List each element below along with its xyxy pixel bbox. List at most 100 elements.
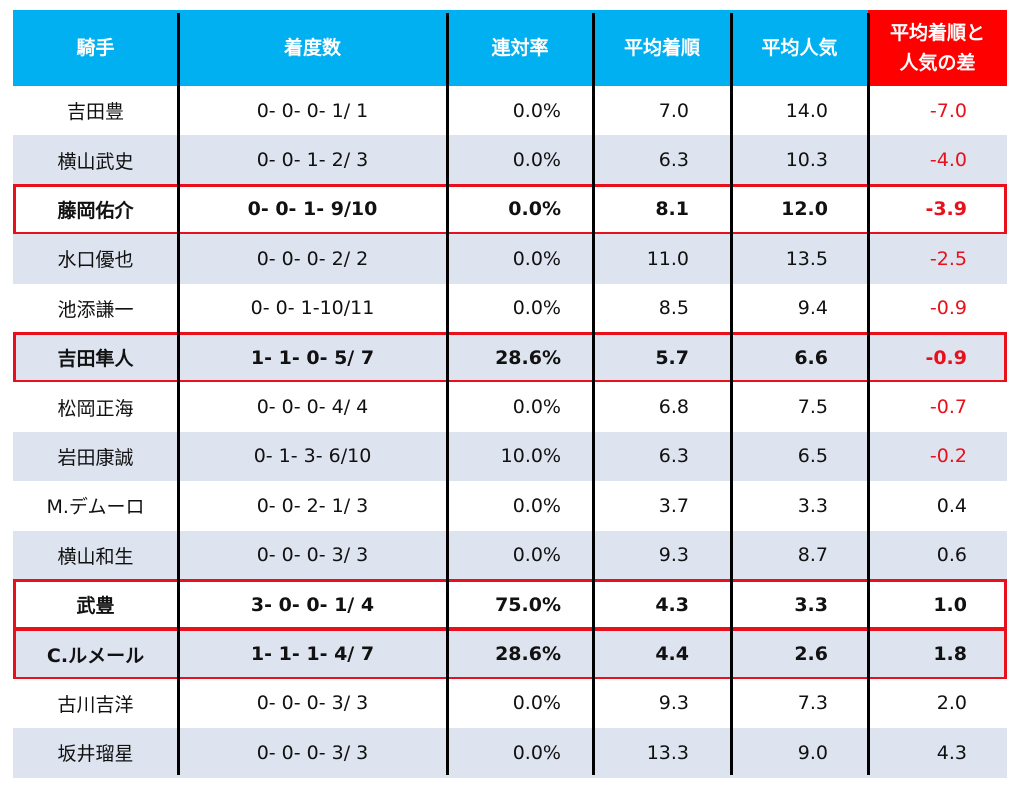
table-cell: 3- 0- 0- 1/ 4	[250, 593, 375, 616]
table-cell: 9.0	[797, 741, 828, 764]
table-cell: 0.4	[936, 494, 967, 517]
table-cell: 4.4	[655, 643, 689, 666]
table-cell: 0.0%	[512, 396, 561, 419]
table-cell: M.デムーロ	[46, 496, 145, 519]
table-cell: 10.3	[785, 149, 828, 172]
table-cell: 吉田隼人	[57, 348, 134, 371]
table-cell: 0- 0- 2- 1/ 3	[256, 494, 369, 517]
table-cell: 2.0	[936, 692, 967, 715]
column-divider	[730, 13, 733, 775]
header-text: 平均着順	[623, 37, 700, 59]
header-cell: 連対率	[447, 10, 593, 86]
header-cell: 平均人気	[731, 10, 868, 86]
table-cell: -7.0	[929, 99, 967, 122]
table-cell: 0- 0- 0- 1/ 1	[256, 99, 369, 122]
header-text: 平均着順と人気の差	[889, 22, 985, 74]
table-cell: 0.0%	[512, 494, 561, 517]
table-cell: 2.6	[794, 643, 828, 666]
table-cell: -2.5	[929, 247, 967, 270]
header-cell: 平均着順と人気の差	[868, 10, 1007, 86]
header-cell: 平均着順	[593, 10, 731, 86]
table-cell: 0.0%	[512, 692, 561, 715]
table-cell: 10.0%	[500, 445, 561, 468]
table-cell: 3.7	[658, 494, 689, 517]
table-cell: 0- 0- 1-10/11	[250, 297, 375, 320]
table-cell: -0.2	[929, 445, 967, 468]
table-cell: 池添謙一	[57, 298, 134, 321]
table-cell: 14.0	[785, 99, 828, 122]
table-cell: 6.3	[658, 149, 689, 172]
header-text: 平均人気	[761, 37, 838, 59]
table-cell: 古川吉洋	[57, 693, 134, 716]
header-text: 着度数	[283, 37, 341, 59]
table-cell: 0- 0- 0- 4/ 4	[256, 396, 369, 419]
table-cell: 8.1	[655, 198, 689, 221]
table-cell: 9.3	[658, 544, 689, 567]
table-cell: 1- 1- 0- 5/ 7	[250, 346, 375, 369]
table-cell: 0- 0- 0- 3/ 3	[256, 741, 369, 764]
table-cell: 4.3	[936, 741, 967, 764]
table-cell: 0.0%	[512, 99, 561, 122]
table-cell: 横山和生	[57, 545, 134, 568]
table-cell: 吉田豊	[66, 101, 124, 124]
table-cell: 藤岡佑介	[57, 199, 134, 222]
column-divider	[446, 13, 449, 775]
table-cell: 0.0%	[512, 297, 561, 320]
table-cell: 9.4	[797, 297, 828, 320]
table-cell: 3.3	[797, 494, 828, 517]
row-highlight	[13, 183, 1007, 236]
table-cell: 岩田康誠	[57, 446, 134, 469]
table-cell: 6.5	[797, 445, 828, 468]
table-cell: C.ルメール	[46, 644, 145, 667]
header-text: 連対率	[491, 37, 549, 59]
column-divider	[177, 13, 180, 775]
column-divider	[592, 13, 595, 775]
table-cell: 0- 1- 3- 6/10	[253, 445, 372, 468]
table-cell: 横山武史	[57, 150, 134, 173]
table-cell: 7.0	[658, 99, 689, 122]
table-cell: -0.7	[929, 396, 967, 419]
table-cell: 松岡正海	[57, 397, 134, 420]
table-cell: 0- 0- 0- 3/ 3	[256, 692, 369, 715]
table-cell: 8.7	[797, 544, 828, 567]
table-cell: 1- 1- 1- 4/ 7	[250, 643, 375, 666]
table-cell: 5.7	[655, 346, 689, 369]
table-cell: 0- 0- 1- 2/ 3	[256, 149, 369, 172]
table-cell: -4.0	[929, 149, 967, 172]
table-cell: 8.5	[658, 297, 689, 320]
table-cell: 3.3	[794, 593, 828, 616]
header-text: 騎手	[76, 37, 115, 59]
table-cell: 13.3	[646, 741, 689, 764]
table: 騎手 着度数 連対率 平均着順 平均人気 平均着順と人気の差吉田豊 0- 0- 0- 1/ …	[13, 10, 1007, 778]
table-cell: 0.0%	[508, 198, 561, 221]
table-cell: 6.6	[794, 346, 828, 369]
table-cell: 6.3	[658, 445, 689, 468]
table-cell: 水口優也	[57, 249, 134, 272]
table-cell: 12.0	[781, 198, 828, 221]
table-cell: -0.9	[925, 346, 967, 369]
table-cell: 6.8	[658, 396, 689, 419]
header-cell: 着度数	[178, 10, 447, 86]
table-cell: 13.5	[785, 247, 828, 270]
table-cell: 28.6%	[495, 346, 561, 369]
column-divider	[867, 13, 870, 775]
row-highlight	[13, 628, 1007, 680]
table-cell: 28.6%	[495, 643, 561, 666]
row-highlight	[13, 579, 1007, 631]
table-cell: -3.9	[925, 198, 967, 221]
table-cell: 7.5	[797, 396, 828, 419]
table-cell: 4.3	[655, 593, 689, 616]
table-cell: 0.0%	[512, 544, 561, 567]
table-cell: 0- 0- 0- 3/ 3	[256, 544, 369, 567]
header-cell: 騎手	[13, 10, 178, 86]
row-highlight	[13, 332, 1007, 384]
table-cell: 1.8	[933, 643, 967, 666]
table-cell: -0.9	[929, 297, 967, 320]
table-cell: 0- 0- 1- 9/10	[247, 198, 378, 221]
table-cell: 0.0%	[512, 149, 561, 172]
table-cell: 坂井瑠星	[57, 743, 134, 766]
table-cell: 0.0%	[512, 247, 561, 270]
table-cell: 7.3	[797, 692, 828, 715]
table-cell: 11.0	[646, 247, 689, 270]
